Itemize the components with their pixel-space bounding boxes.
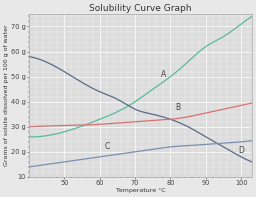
Text: B: B — [175, 103, 180, 112]
Text: C: C — [104, 142, 109, 151]
Text: A: A — [161, 70, 166, 79]
X-axis label: Temperature °C: Temperature °C — [115, 188, 165, 193]
Y-axis label: Grams of solute dissolved per 100 g of water: Grams of solute dissolved per 100 g of w… — [4, 25, 9, 166]
Title: Solubility Curve Graph: Solubility Curve Graph — [89, 4, 192, 13]
Text: D: D — [238, 146, 244, 155]
